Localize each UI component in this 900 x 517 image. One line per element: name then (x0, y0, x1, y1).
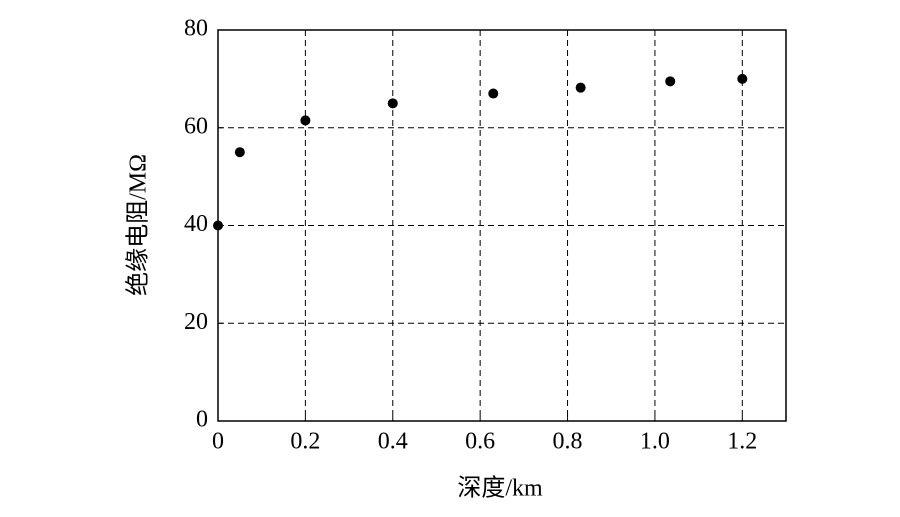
y-tick-label: 0 (196, 407, 208, 433)
x-tick-label: 0.2 (290, 429, 320, 455)
point (575, 82, 586, 93)
point (488, 88, 499, 99)
point (213, 220, 223, 231)
y-axis-label: 绝缘电阻/MΩ (125, 154, 152, 296)
x-axis-label: 深度/km (457, 475, 543, 502)
x-tick-label: 0.4 (378, 429, 408, 455)
y-tick-label: 60 (184, 113, 208, 139)
point (387, 98, 398, 109)
x-tick-label: 1.0 (640, 429, 670, 455)
x-tick-label: 0.6 (465, 429, 495, 455)
point (665, 76, 676, 87)
point (234, 147, 245, 158)
point (300, 115, 311, 126)
x-tick-label: 0 (212, 429, 224, 455)
y-tick-label: 40 (184, 211, 208, 237)
y-tick-label: 80 (184, 16, 208, 42)
point (737, 73, 748, 84)
x-tick-label: 0.8 (553, 429, 583, 455)
y-tick-label: 20 (184, 309, 208, 335)
x-tick-label: 1.2 (727, 429, 757, 455)
